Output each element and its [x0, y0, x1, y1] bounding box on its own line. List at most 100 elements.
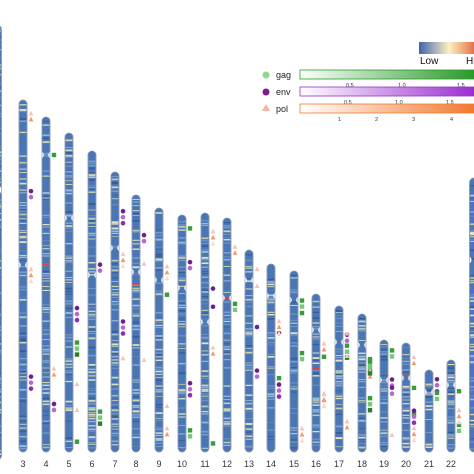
- chromosome-band: [245, 259, 253, 262]
- chromosome-band: [42, 375, 50, 378]
- chromosome-band: [65, 437, 73, 440]
- chromosome-band: [201, 393, 209, 395]
- chromosome-band: [267, 366, 275, 368]
- chromosome-band: [267, 331, 275, 334]
- chromosome-band: [290, 305, 298, 306]
- chromosome-band: [155, 369, 163, 371]
- chromosome-band: [65, 255, 73, 258]
- chromosome-band: [223, 228, 231, 230]
- chromosome-band: [178, 300, 186, 303]
- chromosome-band: [111, 409, 119, 412]
- chromosome-band: [132, 445, 140, 447]
- chromosome-band: [88, 331, 96, 332]
- chromosome-band: [223, 323, 231, 326]
- chromosome-band: [0, 251, 1, 253]
- chromosome-band: [358, 413, 366, 415]
- chromosome-band: [358, 417, 366, 419]
- chromosome-band: [178, 309, 186, 312]
- chromosome-band: [19, 358, 27, 360]
- chromosome-band: [155, 319, 163, 322]
- chromosome-band: [42, 141, 50, 144]
- chromosome-band: [88, 303, 96, 305]
- chromosome-band: [223, 366, 231, 369]
- chromosome-band: [65, 366, 73, 368]
- chromosome-band: [267, 435, 275, 437]
- chromosome-band: [245, 411, 253, 413]
- gag-marker: [210, 441, 216, 446]
- pol-marker: [210, 351, 216, 356]
- chromosome-outline: [334, 305, 344, 453]
- chromosome-hot-band: [223, 298, 231, 300]
- chromosome: [311, 293, 321, 453]
- pol-marker: [299, 431, 305, 437]
- chromosome-band: [19, 250, 27, 252]
- chromosome-band: [155, 437, 163, 440]
- chromosome-band: [470, 231, 474, 234]
- chromosome-band: [380, 411, 388, 413]
- chromosome-band: [19, 218, 27, 220]
- chromosome-band: [290, 412, 298, 414]
- chromosome-band: [201, 447, 209, 450]
- chromosome-band: [447, 387, 455, 389]
- chromosome-band: [358, 428, 366, 430]
- gag-marker: [97, 415, 103, 420]
- chromosome-band: [65, 363, 73, 366]
- chromosome-band: [111, 418, 119, 420]
- chromosome-band: [155, 326, 163, 328]
- chromosome-band: [88, 428, 96, 430]
- gag-marker: [456, 389, 462, 394]
- heat-scale-low-label: Low: [420, 56, 439, 67]
- chromosome-band: [267, 286, 275, 288]
- chromosome-band: [111, 198, 119, 200]
- chromosome-band: [312, 359, 320, 361]
- chromosome-band: [155, 389, 163, 391]
- chromosome-band: [201, 370, 209, 372]
- chromosome-band: [0, 273, 1, 276]
- chromosome-band: [335, 396, 343, 398]
- chromosome-band: [245, 402, 253, 405]
- chromosome-band: [132, 420, 140, 423]
- pol-marker: [164, 275, 170, 281]
- chromosome-band: [0, 39, 1, 41]
- chromosome-band: [223, 421, 231, 423]
- chromosome-band: [335, 310, 343, 312]
- gag-marker: [232, 307, 238, 313]
- chromosome-band: [201, 251, 209, 253]
- chromosome-band: [267, 318, 275, 320]
- chromosome-band: [0, 415, 1, 417]
- chromosome-band: [88, 274, 96, 276]
- chromosome-band: [132, 313, 140, 315]
- chromosome-band: [88, 267, 96, 270]
- env-marker: [28, 374, 34, 379]
- chromosome-band: [88, 417, 96, 420]
- chromosome-band: [380, 445, 388, 447]
- chromosome-band: [425, 392, 433, 394]
- chromosome-band: [132, 405, 140, 407]
- chromosome-band: [402, 371, 410, 373]
- chromosome-band: [223, 252, 231, 254]
- chromosome-band: [88, 329, 96, 331]
- chromosome-band: [132, 199, 140, 200]
- chromosome: [18, 99, 28, 453]
- chromosome-band: [178, 318, 186, 320]
- chromosome-band: [290, 332, 298, 335]
- chromosome-band: [132, 392, 140, 394]
- chromosome-band: [470, 211, 474, 213]
- chromosome-band: [178, 447, 186, 449]
- chromosome-hot-band: [312, 367, 320, 370]
- chromosome-band: [201, 399, 209, 402]
- centromere: [200, 318, 210, 326]
- chromosome-band: [335, 371, 343, 374]
- chromosome-band: [42, 197, 50, 199]
- chromosome-label: 11: [200, 459, 209, 469]
- chromosome-band: [380, 435, 388, 438]
- pol-marker: [51, 371, 57, 377]
- chromosome-band: [335, 407, 343, 410]
- centromere: [311, 326, 321, 334]
- chromosome-band: [42, 359, 50, 362]
- chromosome-band: [312, 328, 320, 330]
- chromosome-band: [178, 433, 186, 435]
- chromosome-band: [201, 314, 209, 316]
- chromosome-band: [358, 438, 366, 440]
- centromere: [289, 296, 299, 304]
